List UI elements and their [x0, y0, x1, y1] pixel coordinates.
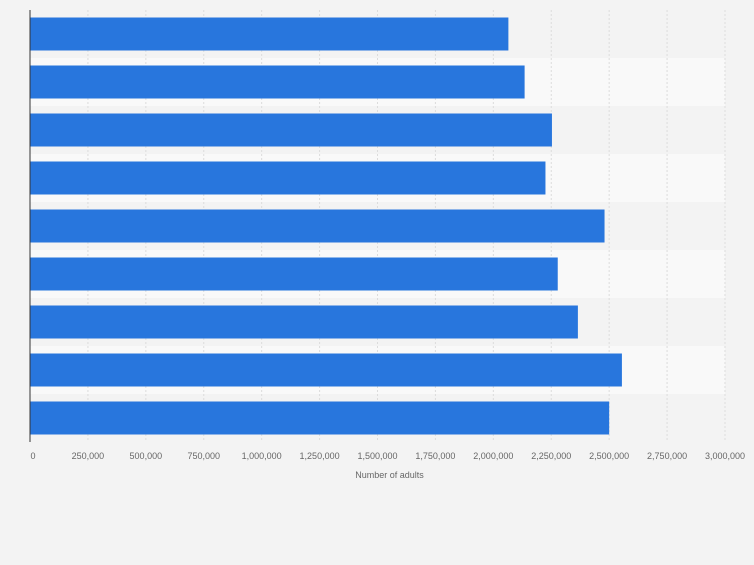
bar[interactable]: [30, 161, 546, 195]
bars: [30, 17, 622, 435]
x-tick-label: 2,750,000: [647, 451, 687, 461]
x-tick-label: 1,000,000: [242, 451, 282, 461]
x-tick-label: 750,000: [187, 451, 220, 461]
x-tick-label: 2,500,000: [589, 451, 629, 461]
x-axis-title: Number of adults: [355, 470, 424, 480]
bar[interactable]: [30, 65, 525, 99]
x-tick-label: 500,000: [130, 451, 163, 461]
x-tick-label: 1,750,000: [415, 451, 455, 461]
bar[interactable]: [30, 257, 558, 291]
x-tick-label: 2,250,000: [531, 451, 571, 461]
x-tick-label: 2,000,000: [473, 451, 513, 461]
bar[interactable]: [30, 401, 610, 435]
bar[interactable]: [30, 209, 605, 243]
bar[interactable]: [30, 113, 552, 147]
bar[interactable]: [30, 305, 578, 339]
x-tick-label: 250,000: [72, 451, 105, 461]
x-axis-tick-labels: 0 250,000 500,000 750,000 1,000,000 1,250,000…: [30, 451, 745, 461]
x-tick-label: 3,000,000: [705, 451, 745, 461]
x-tick-label: 1,250,000: [300, 451, 340, 461]
x-tick-label: 0: [30, 451, 35, 461]
bar[interactable]: [30, 17, 509, 51]
bar[interactable]: [30, 353, 622, 387]
x-tick-label: 1,500,000: [357, 451, 397, 461]
